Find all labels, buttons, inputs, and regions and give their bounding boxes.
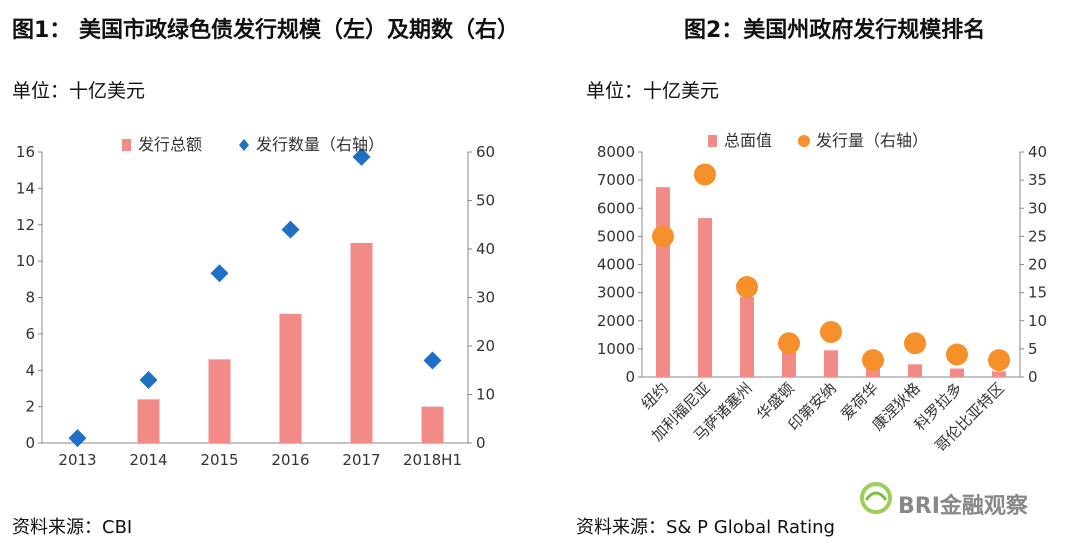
chart1-point: [281, 220, 300, 239]
chart2-point: [988, 349, 1010, 372]
chart1-legend-bar-swatch: [122, 139, 131, 151]
chart2-legend-point-swatch: [798, 135, 810, 147]
chart1-ytick-left-label: 0: [25, 434, 35, 452]
chart2-ytick-left-label: 4000: [597, 256, 635, 274]
chart2-source: 资料来源：S& P Global Rating: [576, 517, 835, 538]
chart2-ytick-right-label: 5: [1028, 340, 1038, 358]
chart1-ytick-right-label: 0: [476, 434, 486, 452]
chart2-bar: [824, 350, 838, 377]
chart1-bar: [350, 242, 373, 443]
chart2-xtick-label: 纽约: [638, 379, 672, 413]
watermark: BRI金融观察: [858, 478, 1073, 548]
chart2-ytick-right-label: 15: [1028, 284, 1047, 302]
chart2-bar: [908, 364, 922, 377]
chart2-ytick-right-label: 20: [1028, 256, 1047, 274]
chart2-bar: [740, 296, 754, 377]
chart2-legend-point-label: 发行量（右轴）: [816, 131, 928, 150]
chart2-ytick-left-label: 8000: [597, 143, 635, 161]
chart2-point: [652, 225, 674, 248]
chart2-bar: [950, 368, 964, 377]
chart2-point: [694, 163, 716, 186]
chart1-ytick-left-label: 10: [16, 252, 35, 270]
chart1-ytick-left-label: 6: [25, 325, 35, 343]
chart1-bar: [208, 359, 231, 443]
chart1-ytick-left-label: 2: [25, 398, 35, 416]
chart1-xtick-label: 2018H1: [403, 451, 462, 469]
chart1-plot: 0 2 4 6 8 10 12 14 16 0 10 20 30 40 50 60 2013 2014 2015 20…: [16, 135, 495, 469]
chart1-point: [68, 429, 87, 448]
chart2-ytick-right-label: 35: [1028, 171, 1047, 189]
chart1-point: [210, 264, 229, 283]
chart2-point: [820, 321, 842, 343]
chart1-ytick-right-label: 20: [476, 337, 495, 355]
chart1-ytick-right-label: 10: [476, 386, 495, 404]
chart2-ytick-right-label: 0: [1028, 368, 1038, 386]
chart2-ytick-right-label: 40: [1028, 143, 1047, 161]
chart2-ytick-left-label: 0: [625, 368, 635, 386]
chart1-xtick-label: 2017: [342, 451, 380, 469]
chart2-unit-label: 单位：十亿美元: [586, 80, 720, 102]
chart1-xtick-label: 2014: [129, 451, 167, 469]
watermark-text: BRI金融观察: [898, 494, 1028, 519]
chart2-point: [778, 332, 800, 355]
chart1-xtick-label: 2013: [58, 451, 96, 469]
chart1-ytick-right-label: 50: [476, 192, 495, 210]
chart1-source: 资料来源：CBI: [12, 517, 133, 538]
chart2-point: [862, 349, 884, 372]
chart1-ytick-left-label: 8: [25, 289, 35, 307]
chart1-ytick-left-label: 4: [25, 361, 35, 379]
chart2-bar: [866, 367, 880, 377]
chart1-bar: [137, 399, 160, 443]
chart1-legend-point-swatch: [239, 139, 249, 151]
chart1-xtick-label: 2016: [271, 451, 309, 469]
chart1-ytick-left-label: 16: [16, 143, 35, 161]
chart1-legend-bar-label: 发行总额: [138, 135, 202, 154]
chart2-ytick-left-label: 3000: [597, 284, 635, 302]
chart2-ytick-right-label: 25: [1028, 227, 1047, 245]
chart1-legend-point-label: 发行数量（右轴）: [256, 135, 384, 154]
chart2-ytick-left-label: 1000: [597, 340, 635, 358]
watermark-logo-icon: [860, 482, 892, 514]
chart2-legend-bar-label: 总面值: [724, 131, 772, 150]
chart1-point: [352, 147, 371, 166]
chart1-xtick-label: 2015: [200, 451, 238, 469]
chart2-title: 图2：美国州政府发行规模排名: [684, 18, 986, 43]
chart1-ytick-left-label: 12: [16, 216, 35, 234]
chart2-ytick-right-label: 30: [1028, 199, 1047, 217]
chart2-point: [904, 332, 926, 355]
chart1-bar: [279, 313, 302, 443]
chart2-point: [736, 276, 758, 298]
chart1-ytick-right-label: 40: [476, 240, 495, 258]
chart1-unit-label: 单位：十亿美元: [12, 80, 146, 102]
chart2-point: [946, 343, 968, 366]
chart1-point: [139, 370, 158, 389]
chart2-legend-bar-swatch: [708, 135, 717, 147]
chart1-point: [423, 351, 442, 370]
chart1-ytick-right-label: 30: [476, 289, 495, 307]
chart2-bar: [698, 218, 712, 377]
chart2-ytick-left-label: 6000: [597, 199, 635, 217]
chart2-ytick-left-label: 5000: [597, 227, 635, 245]
chart1-ytick-left-label: 14: [16, 179, 35, 197]
chart2-ytick-right-label: 10: [1028, 312, 1047, 330]
chart2-bar: [782, 351, 796, 377]
chart1-ytick-right-label: 60: [476, 143, 495, 161]
chart2-bar: [656, 187, 670, 377]
chart1-bar: [421, 406, 444, 443]
chart2-bar: [992, 371, 1006, 377]
chart2-plot: 0 1000 2000 3000 4000 5000 6000 7000 8000 0 5 10 15 2…: [597, 131, 1047, 455]
chart2-ytick-left-label: 7000: [597, 171, 635, 189]
chart1-title: 图1： 美国市政绿色债发行规模（左）及期数（右）: [12, 18, 519, 43]
chart2-ytick-left-label: 2000: [597, 312, 635, 330]
